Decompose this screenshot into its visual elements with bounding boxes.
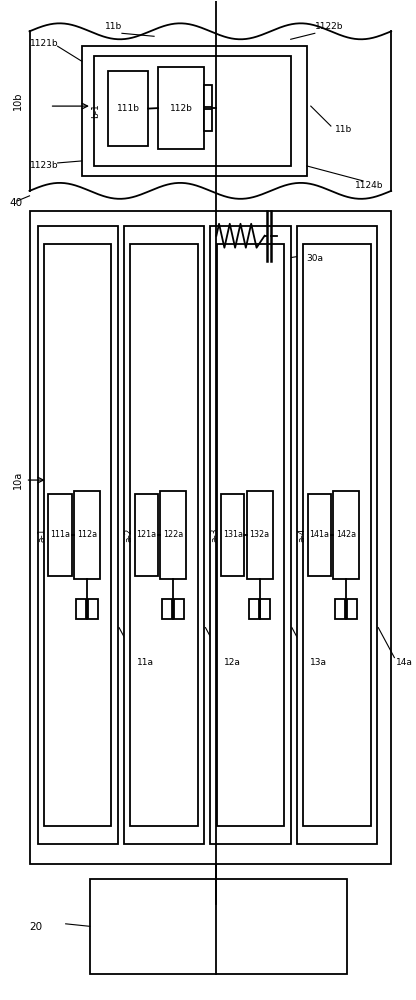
Bar	[347, 599, 357, 619]
Bar	[37, 226, 118, 844]
Text: a-4: a-4	[297, 528, 306, 542]
Bar	[247, 491, 272, 579]
Text: 1124b: 1124b	[355, 181, 384, 190]
Bar	[158, 67, 204, 149]
Text: 132a: 132a	[250, 530, 270, 539]
Text: 14a: 14a	[396, 658, 413, 667]
Text: 10b: 10b	[13, 92, 23, 110]
Bar	[297, 226, 377, 844]
Text: 40: 40	[10, 198, 22, 208]
Text: 141a: 141a	[309, 530, 329, 539]
Text: 11b: 11b	[335, 125, 352, 134]
Text: 13a: 13a	[310, 658, 327, 667]
Text: 1121b: 1121b	[30, 39, 58, 48]
Bar	[204, 109, 212, 131]
Bar	[160, 491, 186, 579]
Bar	[217, 244, 284, 826]
Text: 11a: 11a	[137, 658, 154, 667]
Bar	[82, 46, 307, 176]
Bar	[108, 71, 148, 146]
Text: 121a: 121a	[136, 530, 156, 539]
Bar	[76, 599, 86, 619]
Text: 122a: 122a	[163, 530, 183, 539]
Bar	[221, 494, 245, 576]
Bar	[94, 56, 291, 166]
Bar	[124, 226, 204, 844]
Bar	[162, 599, 172, 619]
Text: a-2: a-2	[124, 528, 133, 542]
Bar	[130, 244, 198, 826]
Text: 10a: 10a	[13, 471, 23, 489]
Bar	[88, 599, 98, 619]
Bar	[204, 85, 212, 107]
Bar	[260, 599, 270, 619]
Text: 20: 20	[30, 922, 43, 932]
Text: b-1: b-1	[92, 104, 100, 118]
Text: a-3: a-3	[210, 528, 220, 542]
Bar	[335, 599, 345, 619]
Bar	[249, 599, 259, 619]
Bar	[210, 226, 291, 844]
Bar	[90, 879, 347, 974]
Bar	[74, 491, 100, 579]
Text: 111a: 111a	[50, 530, 70, 539]
Bar	[303, 244, 371, 826]
Text: 111b: 111b	[116, 104, 139, 113]
Text: 112a: 112a	[77, 530, 97, 539]
Text: a-1: a-1	[38, 528, 47, 542]
Text: 1123b: 1123b	[30, 161, 58, 170]
Bar	[333, 491, 359, 579]
Text: 131a: 131a	[223, 530, 243, 539]
Text: 142a: 142a	[336, 530, 356, 539]
Bar	[30, 211, 391, 864]
Bar	[135, 494, 158, 576]
Text: 1122b: 1122b	[315, 22, 343, 31]
Bar	[307, 494, 331, 576]
Bar	[48, 494, 72, 576]
Text: 11b: 11b	[105, 22, 123, 31]
Text: 30a: 30a	[307, 254, 324, 263]
Text: 12a: 12a	[223, 658, 240, 667]
Text: 112b: 112b	[170, 104, 193, 113]
Bar	[44, 244, 111, 826]
Bar	[174, 599, 184, 619]
